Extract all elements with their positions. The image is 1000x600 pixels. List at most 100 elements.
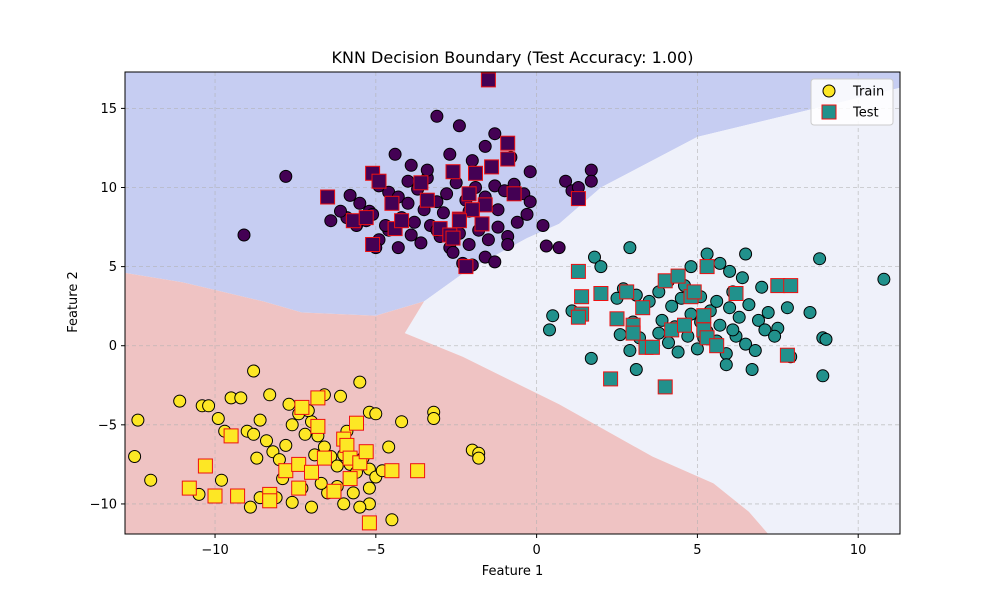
train-point <box>391 241 405 255</box>
train-point <box>279 438 293 452</box>
test-point <box>625 325 641 341</box>
test-point <box>413 175 429 191</box>
test-point <box>609 311 625 327</box>
test-point <box>365 237 381 252</box>
train-point <box>237 228 251 242</box>
train-point <box>665 299 679 313</box>
test-point <box>670 268 686 284</box>
test-point <box>593 286 609 301</box>
train-point <box>420 163 434 177</box>
test-point <box>358 210 374 226</box>
train-point <box>584 163 598 177</box>
test-point <box>230 488 246 504</box>
train-point <box>462 238 476 251</box>
train-point <box>710 294 724 308</box>
plot-frame <box>124 71 901 535</box>
train-point <box>723 301 737 315</box>
y-tick-label: −5 <box>98 418 117 433</box>
train-point <box>739 337 753 351</box>
train-point <box>584 174 598 188</box>
test-point <box>310 390 326 406</box>
train-point <box>234 391 248 405</box>
train-point <box>523 165 537 179</box>
test-point <box>468 165 483 181</box>
train-point <box>719 358 733 372</box>
test-point <box>474 216 490 232</box>
train-point <box>623 241 637 255</box>
train-point <box>652 326 666 340</box>
chart-title: KNN Decision Boundary (Test Accuracy: 1.… <box>332 48 694 67</box>
train-point <box>353 500 367 514</box>
legend-label: Test <box>852 106 879 121</box>
train-point <box>446 245 460 259</box>
train-point <box>452 119 466 133</box>
train-point <box>758 323 772 337</box>
train-point <box>748 344 762 357</box>
train-point <box>362 481 376 495</box>
train-point <box>247 427 261 441</box>
train-point <box>877 272 891 286</box>
train-point <box>481 233 495 247</box>
x-ticks: −10 −5 0 5 10 <box>201 534 866 558</box>
train-point <box>407 215 421 229</box>
train-point <box>260 434 273 448</box>
train-point <box>739 247 753 261</box>
train-point <box>334 204 347 218</box>
train-point <box>713 318 727 332</box>
train-point <box>488 127 502 141</box>
y-tick-label: 0 <box>109 339 117 354</box>
x-tick-label: −5 <box>366 543 385 558</box>
train-point <box>279 169 293 183</box>
train-point <box>761 306 775 319</box>
y-tick-label: 10 <box>100 181 117 196</box>
train-point <box>388 147 402 161</box>
region-class-1 <box>404 87 900 534</box>
test-point <box>316 450 332 466</box>
test-point <box>770 278 786 294</box>
test-point <box>291 480 307 496</box>
train-point <box>263 388 277 402</box>
train-point <box>552 241 566 255</box>
train-point <box>559 174 573 188</box>
train-point <box>382 440 396 454</box>
test-point <box>779 347 795 363</box>
train-point <box>353 196 367 210</box>
train-point <box>732 310 746 324</box>
train-point <box>427 412 441 425</box>
test-point <box>320 189 336 205</box>
train-point <box>735 271 749 285</box>
train-point <box>752 313 765 327</box>
x-axis-label: Feature 1 <box>482 564 544 579</box>
train-point <box>539 239 553 253</box>
train-point <box>305 500 318 514</box>
test-point <box>384 195 400 211</box>
train-point <box>250 451 264 465</box>
train-point <box>472 451 486 465</box>
x-tick-label: −10 <box>201 543 228 558</box>
train-point <box>819 332 833 346</box>
train-point <box>543 323 556 337</box>
test-point <box>783 278 799 294</box>
train-point <box>755 280 769 294</box>
train-point <box>491 220 505 234</box>
train-point <box>353 375 367 389</box>
train-point <box>726 323 740 337</box>
test-point <box>371 173 387 189</box>
grid-lines <box>125 72 900 534</box>
train-point <box>144 473 158 487</box>
train-point <box>337 497 351 511</box>
test-point <box>461 186 477 202</box>
y-tick-label: −10 <box>90 497 117 512</box>
train-point <box>690 342 704 356</box>
train-point <box>369 407 383 421</box>
train-point <box>768 329 782 343</box>
train-point <box>478 139 492 153</box>
train-point <box>211 412 225 425</box>
test-point <box>570 191 586 207</box>
train-point <box>713 256 727 270</box>
train-point <box>285 418 299 432</box>
test-point <box>310 418 326 434</box>
legend-marker-test <box>821 104 837 120</box>
legend-marker-train <box>822 84 836 98</box>
train-point <box>414 236 428 250</box>
